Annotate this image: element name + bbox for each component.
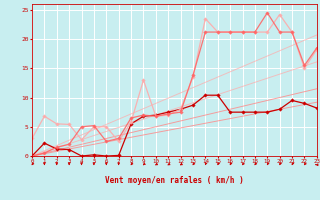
X-axis label: Vent moyen/en rafales ( km/h ): Vent moyen/en rafales ( km/h )	[105, 176, 244, 185]
